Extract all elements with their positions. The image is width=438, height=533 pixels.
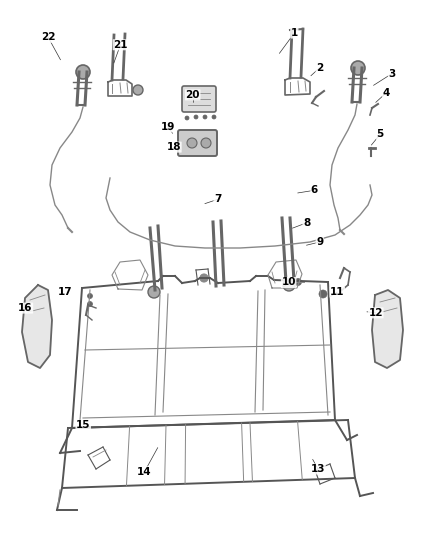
Text: 16: 16 <box>18 303 33 313</box>
Text: 10: 10 <box>281 278 296 287</box>
Text: 5: 5 <box>377 130 384 139</box>
Text: 13: 13 <box>311 464 325 474</box>
Text: 4: 4 <box>383 88 390 98</box>
Circle shape <box>294 279 301 286</box>
Circle shape <box>88 294 92 298</box>
Text: 2: 2 <box>316 63 323 72</box>
Text: 1: 1 <box>291 28 298 38</box>
Circle shape <box>185 116 189 120</box>
Circle shape <box>76 65 90 79</box>
Circle shape <box>283 279 295 291</box>
Circle shape <box>201 138 211 148</box>
Circle shape <box>148 286 160 298</box>
Text: 6: 6 <box>311 185 318 195</box>
Circle shape <box>194 115 198 119</box>
Text: 7: 7 <box>214 195 221 204</box>
Circle shape <box>88 302 92 306</box>
Text: 19: 19 <box>161 122 175 132</box>
Circle shape <box>133 85 143 95</box>
Text: 21: 21 <box>113 40 128 50</box>
Text: 17: 17 <box>57 287 72 297</box>
Circle shape <box>187 138 197 148</box>
Text: 22: 22 <box>41 33 56 42</box>
Polygon shape <box>372 290 403 368</box>
Text: 12: 12 <box>368 308 383 318</box>
Text: 9: 9 <box>316 237 323 247</box>
Circle shape <box>203 115 207 119</box>
Text: 8: 8 <box>303 218 310 228</box>
Circle shape <box>212 115 216 119</box>
Text: 20: 20 <box>185 90 200 100</box>
Text: 15: 15 <box>76 421 91 430</box>
Text: 14: 14 <box>137 467 152 477</box>
Circle shape <box>319 290 327 298</box>
Circle shape <box>200 274 208 282</box>
Text: 18: 18 <box>166 142 181 152</box>
Circle shape <box>351 61 365 75</box>
Text: 3: 3 <box>389 69 396 78</box>
Polygon shape <box>22 285 52 368</box>
Text: 11: 11 <box>330 287 345 297</box>
FancyBboxPatch shape <box>178 130 217 156</box>
FancyBboxPatch shape <box>182 86 216 112</box>
